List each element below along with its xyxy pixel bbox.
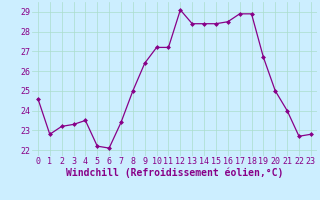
X-axis label: Windchill (Refroidissement éolien,°C): Windchill (Refroidissement éolien,°C) [66, 168, 283, 178]
